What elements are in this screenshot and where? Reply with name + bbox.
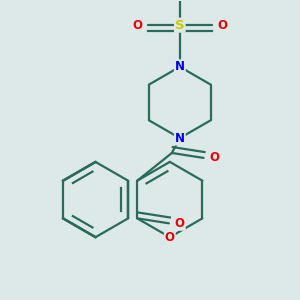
Text: O: O xyxy=(165,231,175,244)
Text: N: N xyxy=(175,132,185,145)
Text: O: O xyxy=(209,152,220,164)
Text: N: N xyxy=(175,60,185,73)
Text: O: O xyxy=(175,217,185,230)
Text: O: O xyxy=(132,19,142,32)
Text: S: S xyxy=(175,19,184,32)
Text: O: O xyxy=(218,19,227,32)
